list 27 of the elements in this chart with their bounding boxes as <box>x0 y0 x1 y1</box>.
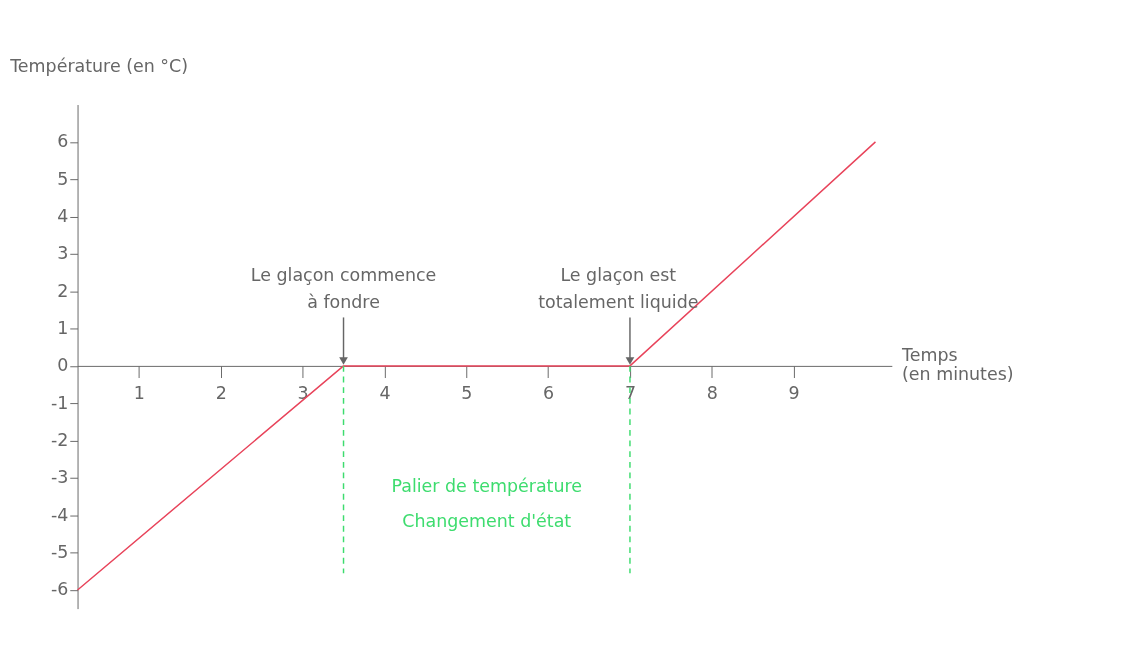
x-tick-label: 7 <box>624 383 636 404</box>
x-tick-label: 8 <box>706 383 718 404</box>
x-axis-title: Temps (en minutes) <box>901 344 1014 384</box>
annotation: Le glaçon commence à fondre <box>250 264 437 312</box>
x-tick-label: 6 <box>543 383 555 404</box>
y-tick-label: 3 <box>57 243 69 264</box>
y-tick-label: 5 <box>57 168 69 189</box>
y-axis-title: Température (en °C) <box>9 56 189 77</box>
annotation: Palier de température Changement d'état <box>391 476 582 532</box>
x-tick-label: 1 <box>133 383 145 404</box>
x-tick-label: 2 <box>215 383 227 404</box>
x-tick-label: 9 <box>788 383 800 404</box>
y-tick-label: -5 <box>50 541 69 562</box>
y-tick-label: 6 <box>57 131 69 152</box>
x-tick-label: 5 <box>461 383 473 404</box>
y-tick-label: 0 <box>57 355 69 376</box>
y-tick-label: -3 <box>50 467 69 488</box>
y-tick-label: -1 <box>50 392 69 413</box>
y-tick-label: -4 <box>50 504 69 525</box>
y-tick-label: 4 <box>57 205 69 226</box>
y-tick-label: -2 <box>50 429 69 450</box>
x-tick-label: 4 <box>379 383 391 404</box>
annotation: Le glaçon est totalement liquide <box>538 264 699 312</box>
y-tick-label: -6 <box>50 579 69 600</box>
x-tick-label: 3 <box>297 383 309 404</box>
y-tick-label: 1 <box>57 317 69 338</box>
y-tick-label: 2 <box>57 280 69 301</box>
